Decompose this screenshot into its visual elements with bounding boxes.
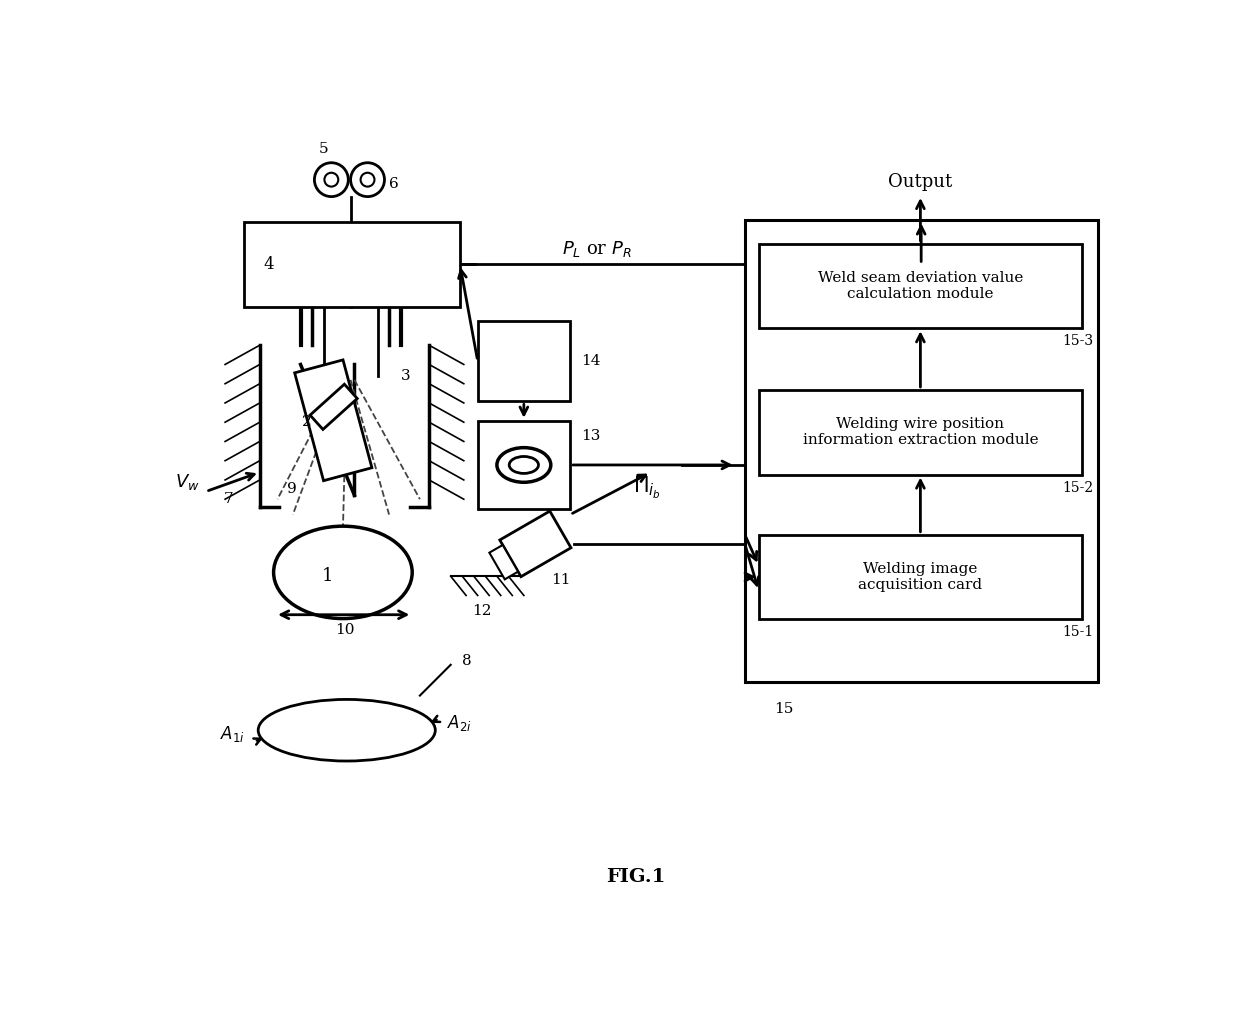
- Text: Welding wire position
information extraction module: Welding wire position information extrac…: [802, 418, 1038, 447]
- Text: $A_{1i}$: $A_{1i}$: [219, 724, 244, 744]
- Text: 8: 8: [463, 654, 472, 668]
- Circle shape: [325, 173, 339, 187]
- Text: 14: 14: [582, 354, 601, 368]
- Text: 11: 11: [551, 573, 570, 587]
- Polygon shape: [310, 384, 357, 430]
- Polygon shape: [295, 360, 372, 481]
- Ellipse shape: [274, 526, 412, 619]
- Text: 5: 5: [319, 142, 329, 155]
- Text: $A_{2i}$: $A_{2i}$: [446, 712, 471, 733]
- Text: 9: 9: [288, 483, 298, 496]
- Bar: [477, 321, 570, 401]
- Polygon shape: [500, 511, 570, 577]
- Text: 1: 1: [321, 567, 334, 585]
- Bar: [244, 223, 460, 307]
- Bar: [759, 244, 1083, 328]
- Text: 12: 12: [471, 604, 491, 618]
- Text: Welding image
acquisition card: Welding image acquisition card: [858, 562, 982, 592]
- Text: 15-2: 15-2: [1063, 481, 1094, 495]
- Polygon shape: [490, 545, 518, 579]
- Text: 3: 3: [401, 369, 410, 383]
- Text: 2: 2: [303, 416, 312, 429]
- Circle shape: [315, 163, 348, 197]
- Text: $\boldsymbol{V_w}$: $\boldsymbol{V_w}$: [175, 472, 200, 493]
- Text: FIG.1: FIG.1: [606, 868, 665, 886]
- Circle shape: [351, 163, 384, 197]
- Text: 15: 15: [774, 702, 794, 715]
- Circle shape: [361, 173, 374, 187]
- Ellipse shape: [497, 448, 551, 483]
- Text: Weld seam deviation value
calculation module: Weld seam deviation value calculation mo…: [817, 271, 1023, 301]
- Ellipse shape: [510, 456, 538, 473]
- Text: 15-3: 15-3: [1063, 334, 1094, 348]
- Bar: [477, 421, 570, 509]
- Bar: [759, 390, 1083, 474]
- Text: Output: Output: [888, 173, 952, 191]
- Text: $P_L$ or $P_R$: $P_L$ or $P_R$: [562, 239, 632, 259]
- Bar: [745, 220, 1097, 683]
- Text: 7: 7: [224, 492, 234, 506]
- Text: $\mathsf{\Pi}_{i_b}$: $\mathsf{\Pi}_{i_b}$: [634, 475, 661, 501]
- Text: 10: 10: [335, 623, 355, 637]
- Bar: [759, 534, 1083, 620]
- Text: 13: 13: [582, 429, 601, 443]
- Text: 6: 6: [389, 177, 399, 191]
- Text: 4: 4: [264, 256, 274, 273]
- Text: 15-1: 15-1: [1063, 626, 1094, 639]
